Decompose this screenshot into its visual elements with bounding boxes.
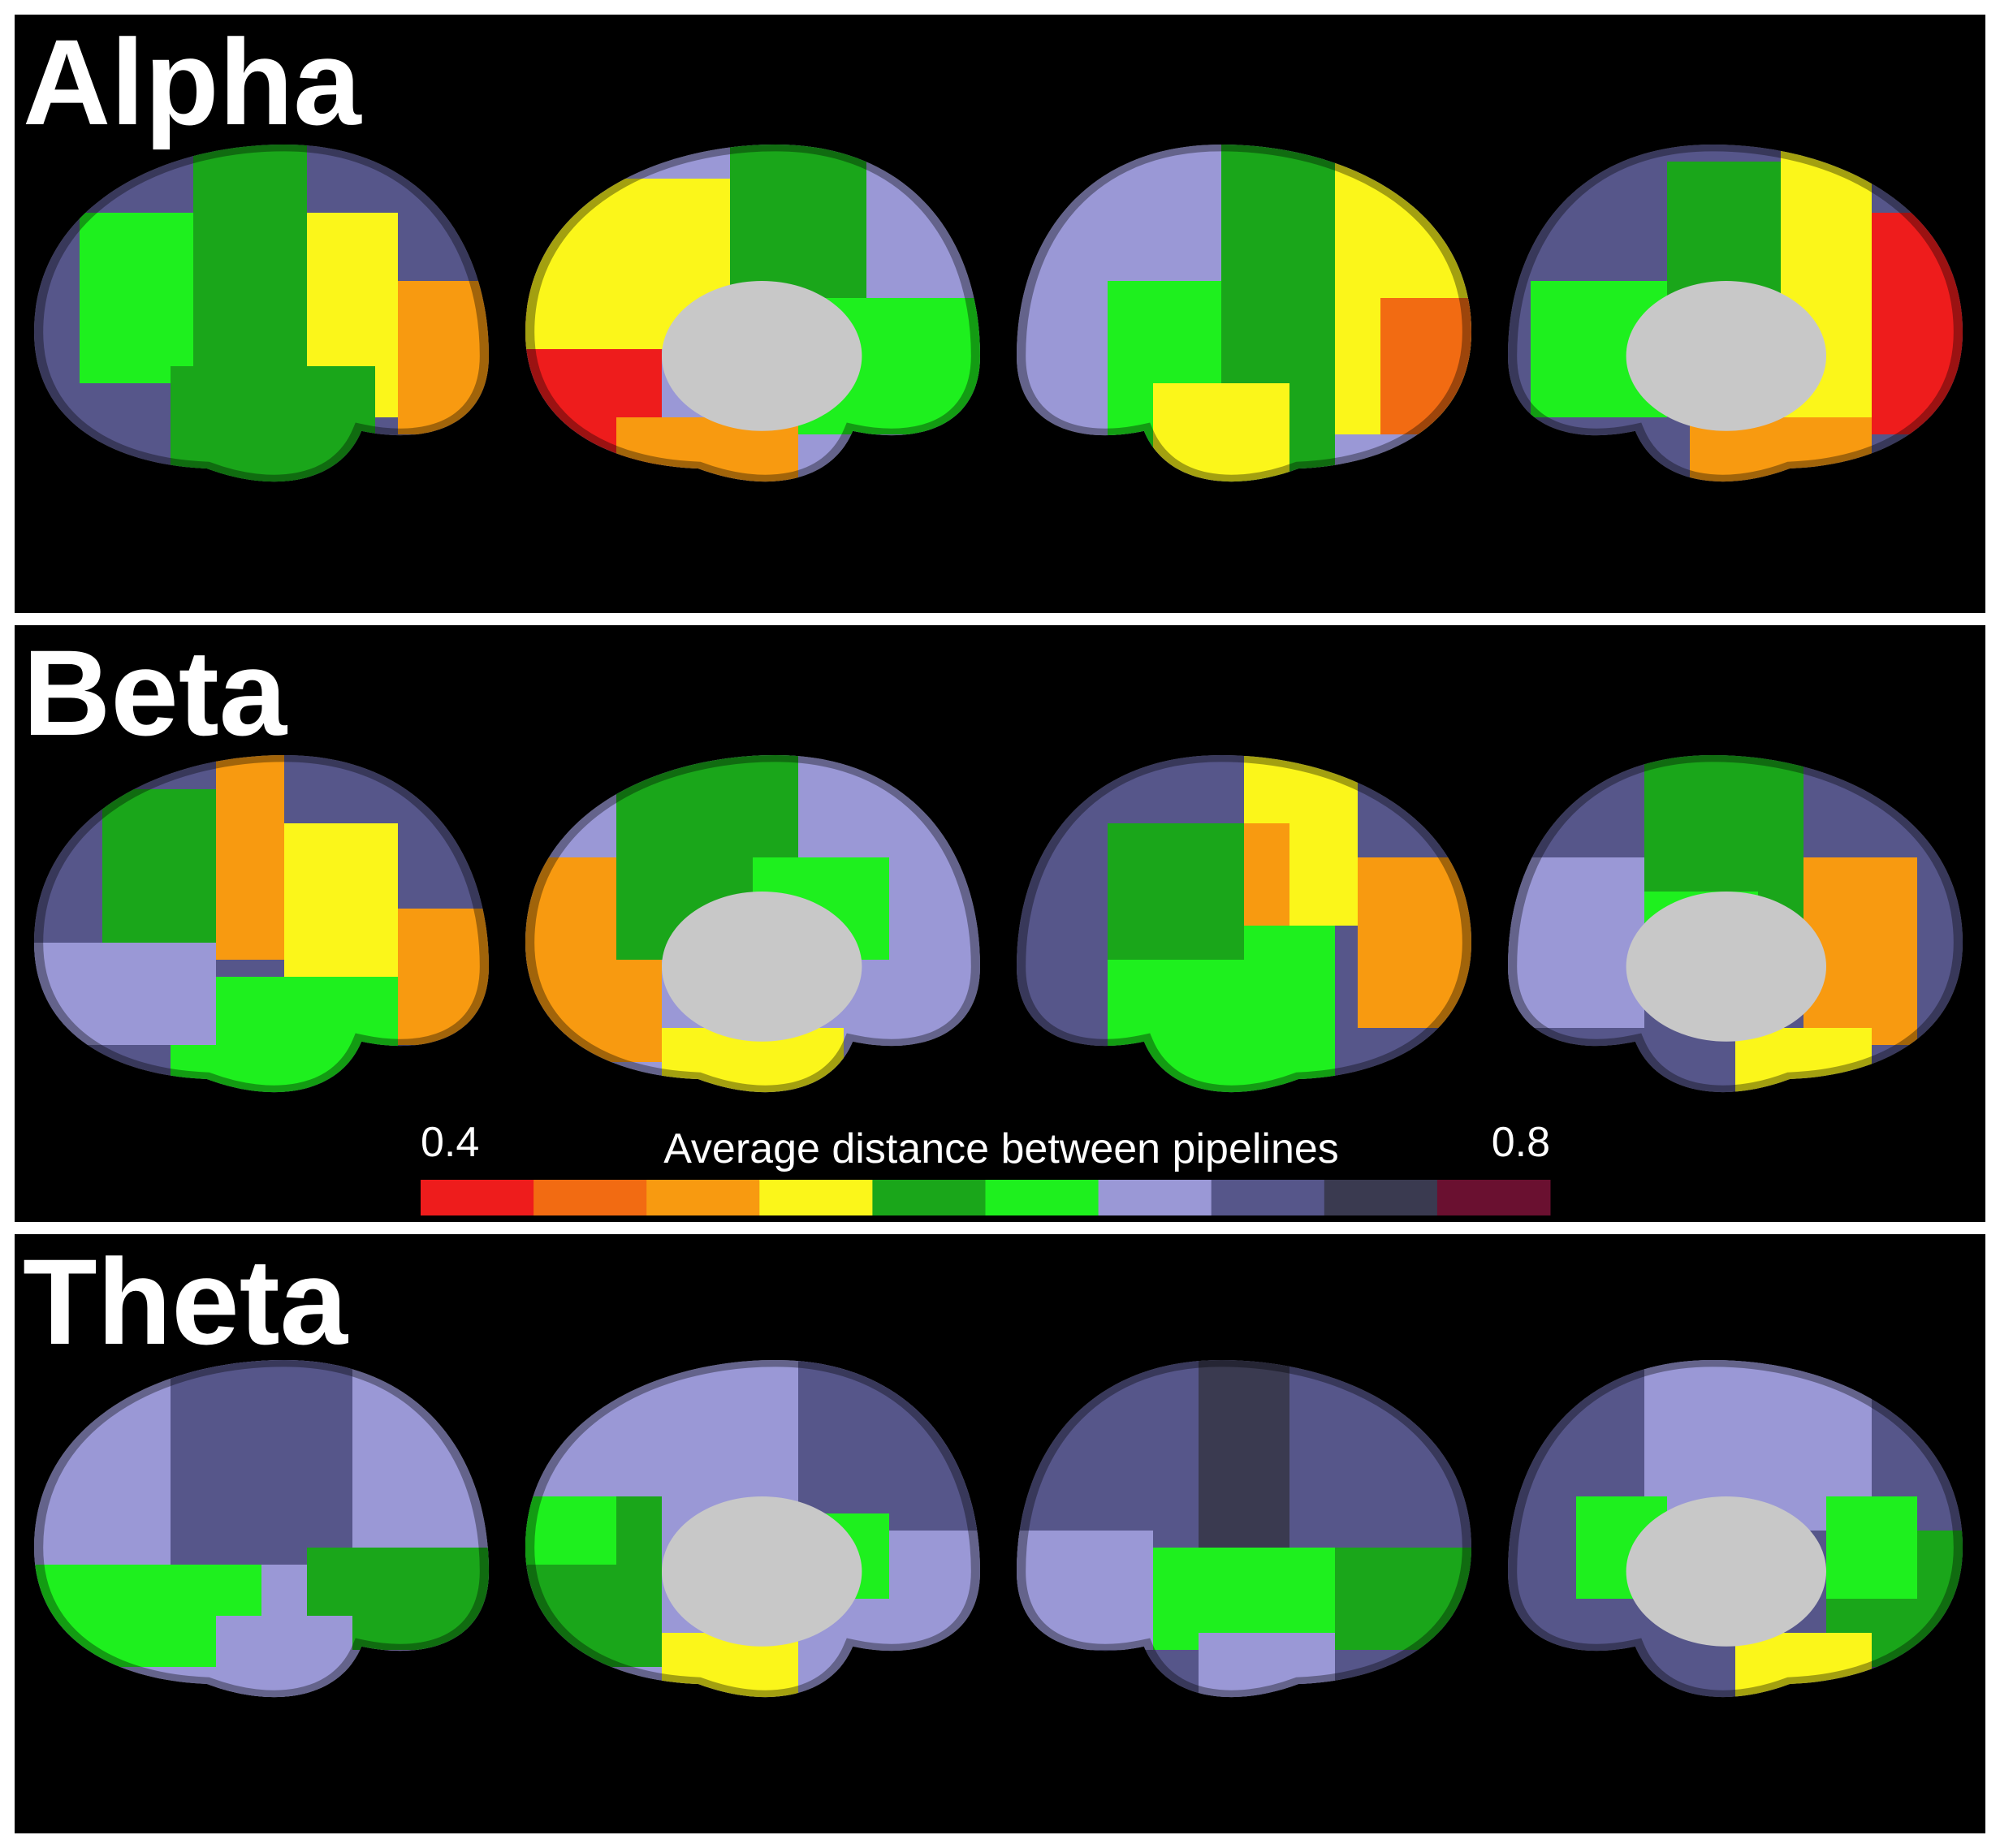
- brain-shading: [34, 1360, 489, 1698]
- brain-shading: [34, 755, 489, 1093]
- brain-view: [1508, 145, 1963, 482]
- colorbar-segment: [1211, 1180, 1325, 1215]
- brain-region: [1826, 1496, 1917, 1599]
- panel: Theta: [15, 1233, 1985, 1833]
- brain-region: [1199, 1360, 1289, 1565]
- colorbar-segment: [872, 1180, 986, 1215]
- medial-wall: [662, 281, 862, 431]
- brain-view: [1017, 755, 1471, 1093]
- brain-regions: [34, 1360, 489, 1698]
- brain-view: [34, 1360, 489, 1698]
- brain-view: [1017, 1360, 1471, 1698]
- colorbar-segment: [1436, 1180, 1551, 1215]
- brain-region: [730, 145, 866, 298]
- brain-view: [34, 755, 489, 1093]
- colorbar-segment: [1098, 1180, 1212, 1215]
- brain-regions: [34, 755, 489, 1093]
- brain-region: [216, 755, 284, 960]
- colorbar-segment: [759, 1180, 873, 1215]
- panel-title: Beta: [23, 624, 288, 761]
- brain-region: [102, 789, 216, 960]
- colorbar-segment: [985, 1180, 1099, 1215]
- panel-title: Theta: [23, 1233, 349, 1370]
- brain-region: [1358, 857, 1471, 1028]
- brain-regions: [1508, 755, 1963, 1093]
- brain-regions: [1017, 1360, 1471, 1698]
- brain-regions: [1508, 1360, 1963, 1698]
- brain-regions: [525, 1360, 980, 1698]
- brain-view: [1017, 145, 1471, 482]
- brain-shading: [1017, 1360, 1471, 1698]
- colorbar-segment: [421, 1180, 534, 1215]
- brain-regions: [34, 145, 489, 482]
- brain-view: [525, 1360, 980, 1698]
- colorbar-label: Average distance between pipelines: [663, 1125, 1339, 1172]
- brain-region: [171, 1360, 352, 1565]
- brain-shading: [525, 145, 980, 482]
- brain-view: [1508, 755, 1963, 1093]
- medial-wall: [1626, 281, 1826, 431]
- brain-regions: [1508, 145, 1963, 482]
- brain-shading: [34, 145, 489, 482]
- panel-title: Alpha: [23, 14, 362, 150]
- colorbar-min-label: 0.4: [421, 1119, 479, 1166]
- brain-shading: [525, 1360, 980, 1698]
- brain-region: [1508, 857, 1644, 1028]
- brain-shading: [1508, 145, 1963, 482]
- brain-regions: [525, 145, 980, 482]
- brain-view: [525, 755, 980, 1093]
- brain-region: [80, 213, 193, 383]
- colorbar-max-label: 0.8: [1492, 1119, 1550, 1166]
- panel: Beta: [15, 624, 1985, 1222]
- brain-regions: [1017, 755, 1471, 1093]
- medial-wall: [662, 1496, 862, 1647]
- brain-shading: [1508, 1360, 1963, 1698]
- brain-region: [1153, 383, 1289, 482]
- brain-shading: [1508, 755, 1963, 1093]
- brain-view: [34, 145, 489, 482]
- medial-wall: [1626, 1496, 1826, 1647]
- colorbar-segment: [1324, 1180, 1438, 1215]
- brain-regions: [525, 755, 980, 1093]
- brain-view: [525, 145, 980, 482]
- brain-region: [525, 1496, 616, 1565]
- medial-wall: [1626, 892, 1826, 1042]
- colorbar-segment: [533, 1180, 647, 1215]
- brain-shading: [1017, 145, 1471, 482]
- brain-region: [1108, 823, 1244, 960]
- brain-view: [1508, 1360, 1963, 1698]
- brain-region: [284, 823, 398, 994]
- brain-shading: [525, 755, 980, 1093]
- medial-wall: [662, 892, 862, 1042]
- brain-regions: [1017, 145, 1471, 482]
- colorbar-segment: [646, 1180, 760, 1215]
- panel: Alpha: [15, 14, 1985, 613]
- brain-shading: [1017, 755, 1471, 1093]
